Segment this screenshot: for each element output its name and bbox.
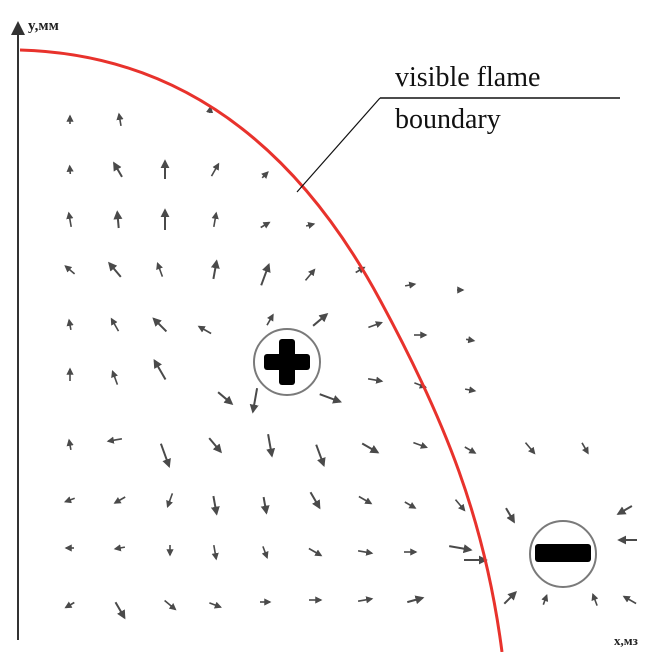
field-arrow bbox=[64, 265, 76, 275]
field-arrow bbox=[113, 210, 123, 229]
field-arrow bbox=[63, 496, 75, 504]
field-arrow bbox=[505, 507, 515, 524]
field-arrow bbox=[357, 596, 374, 604]
field-arrow bbox=[308, 547, 323, 557]
field-arrow bbox=[166, 493, 174, 508]
field-arrow bbox=[357, 548, 374, 556]
field-arrow bbox=[66, 211, 74, 228]
positive-charge-symbol bbox=[253, 328, 321, 396]
field-arrow bbox=[217, 391, 234, 405]
field-arrow bbox=[266, 434, 276, 458]
field-arrow bbox=[159, 443, 171, 468]
annotation-text-line-2: boundary bbox=[395, 104, 501, 135]
field-arrow bbox=[266, 313, 274, 326]
field-arrow bbox=[211, 544, 219, 561]
field-arrow bbox=[209, 601, 222, 609]
field-arrow bbox=[210, 259, 220, 280]
field-arrow bbox=[211, 211, 219, 228]
field-arrow bbox=[503, 591, 517, 605]
field-arrow bbox=[210, 495, 220, 516]
annotation-leader-line bbox=[296, 97, 381, 193]
field-arrow bbox=[367, 376, 384, 384]
field-arrow bbox=[111, 370, 119, 385]
field-arrow bbox=[591, 593, 599, 606]
field-arrow bbox=[114, 601, 126, 620]
field-arrow bbox=[524, 442, 536, 455]
field-arrow bbox=[113, 161, 123, 178]
field-arrow bbox=[413, 441, 428, 449]
field-arrow bbox=[116, 112, 124, 127]
flame-boundary-curve bbox=[19, 48, 504, 652]
field-arrow bbox=[404, 281, 417, 289]
field-arrow bbox=[197, 325, 212, 335]
field-arrow bbox=[616, 505, 633, 515]
field-arrow bbox=[465, 336, 476, 344]
field-arrow bbox=[110, 317, 120, 332]
field-arrow bbox=[454, 499, 466, 512]
field-arrow bbox=[319, 393, 342, 404]
field-arrow bbox=[208, 437, 222, 454]
field-arrow bbox=[368, 321, 383, 329]
field-arrow bbox=[153, 358, 167, 381]
field-arrow bbox=[361, 442, 380, 454]
field-arrow bbox=[358, 495, 373, 505]
field-arrow bbox=[260, 496, 270, 515]
field-arrow bbox=[581, 442, 589, 455]
field-arrow bbox=[261, 171, 269, 179]
field-arrow bbox=[66, 438, 74, 451]
field-arrow bbox=[156, 262, 164, 277]
field-arrow bbox=[309, 491, 321, 510]
field-arrow bbox=[315, 444, 326, 467]
field-arrow bbox=[464, 446, 477, 454]
field-arrow bbox=[260, 221, 271, 229]
field-arrow bbox=[106, 436, 123, 444]
field-arrow bbox=[210, 162, 220, 177]
field-arrow bbox=[305, 221, 316, 229]
field-arrow bbox=[464, 386, 477, 394]
field-arrow bbox=[113, 544, 126, 552]
field-arrow bbox=[312, 313, 329, 327]
field-arrow bbox=[164, 599, 177, 611]
field-arrow bbox=[541, 593, 549, 605]
field-arrow bbox=[108, 261, 122, 278]
field-arrow bbox=[66, 164, 74, 175]
y-axis-label: y,мм bbox=[28, 18, 59, 34]
velocity-vector-field bbox=[63, 105, 637, 620]
field-arrow bbox=[64, 601, 75, 609]
field-arrow bbox=[404, 501, 417, 509]
field-arrow bbox=[449, 544, 473, 554]
field-arrow bbox=[622, 595, 637, 605]
field-arrow bbox=[249, 388, 259, 414]
field-arrow bbox=[260, 263, 271, 286]
field-arrow bbox=[113, 496, 126, 504]
annotation-text-line-1: visible flame bbox=[395, 62, 540, 93]
x-axis-label: x,мз bbox=[614, 633, 638, 648]
field-arrow bbox=[261, 546, 269, 559]
field-arrow bbox=[66, 318, 74, 331]
field-arrow bbox=[407, 595, 425, 605]
negative-charge-symbol bbox=[529, 520, 597, 588]
field-arrow bbox=[152, 317, 168, 333]
field-arrow bbox=[304, 268, 316, 281]
